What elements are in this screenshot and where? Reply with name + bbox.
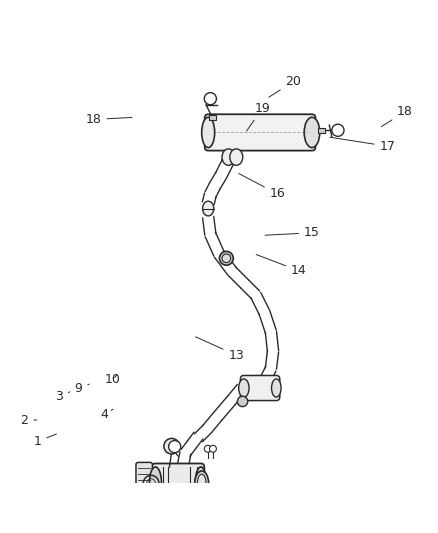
Ellipse shape xyxy=(239,379,249,397)
Ellipse shape xyxy=(198,474,206,492)
Circle shape xyxy=(222,254,231,263)
Ellipse shape xyxy=(202,117,215,148)
Text: 19: 19 xyxy=(247,102,270,131)
Ellipse shape xyxy=(202,201,214,216)
Ellipse shape xyxy=(272,379,281,397)
FancyBboxPatch shape xyxy=(152,464,204,503)
Text: 2: 2 xyxy=(21,414,37,426)
FancyBboxPatch shape xyxy=(205,114,315,151)
Text: 9: 9 xyxy=(74,382,89,395)
Circle shape xyxy=(237,396,248,407)
FancyBboxPatch shape xyxy=(318,128,325,133)
Text: 1: 1 xyxy=(33,434,57,448)
Ellipse shape xyxy=(230,149,243,165)
Text: 13: 13 xyxy=(196,337,244,362)
Text: 18: 18 xyxy=(86,113,132,126)
Text: 4: 4 xyxy=(100,408,113,421)
Circle shape xyxy=(204,93,216,105)
Text: 18: 18 xyxy=(381,105,413,127)
FancyBboxPatch shape xyxy=(136,463,152,508)
Ellipse shape xyxy=(304,117,320,148)
Circle shape xyxy=(204,445,211,452)
Circle shape xyxy=(164,439,180,454)
Text: 10: 10 xyxy=(105,373,121,386)
Circle shape xyxy=(219,252,233,265)
FancyBboxPatch shape xyxy=(240,375,280,401)
Ellipse shape xyxy=(222,149,235,165)
Text: 17: 17 xyxy=(330,137,396,153)
Text: 15: 15 xyxy=(265,227,320,239)
Circle shape xyxy=(332,124,344,136)
Ellipse shape xyxy=(149,467,162,499)
Ellipse shape xyxy=(195,467,206,499)
Text: 20: 20 xyxy=(269,75,301,97)
Circle shape xyxy=(169,441,181,453)
Text: 16: 16 xyxy=(239,174,285,200)
Ellipse shape xyxy=(195,471,208,495)
FancyBboxPatch shape xyxy=(208,115,216,120)
Text: 3: 3 xyxy=(55,390,70,403)
Text: 14: 14 xyxy=(256,255,307,277)
Circle shape xyxy=(209,445,216,452)
